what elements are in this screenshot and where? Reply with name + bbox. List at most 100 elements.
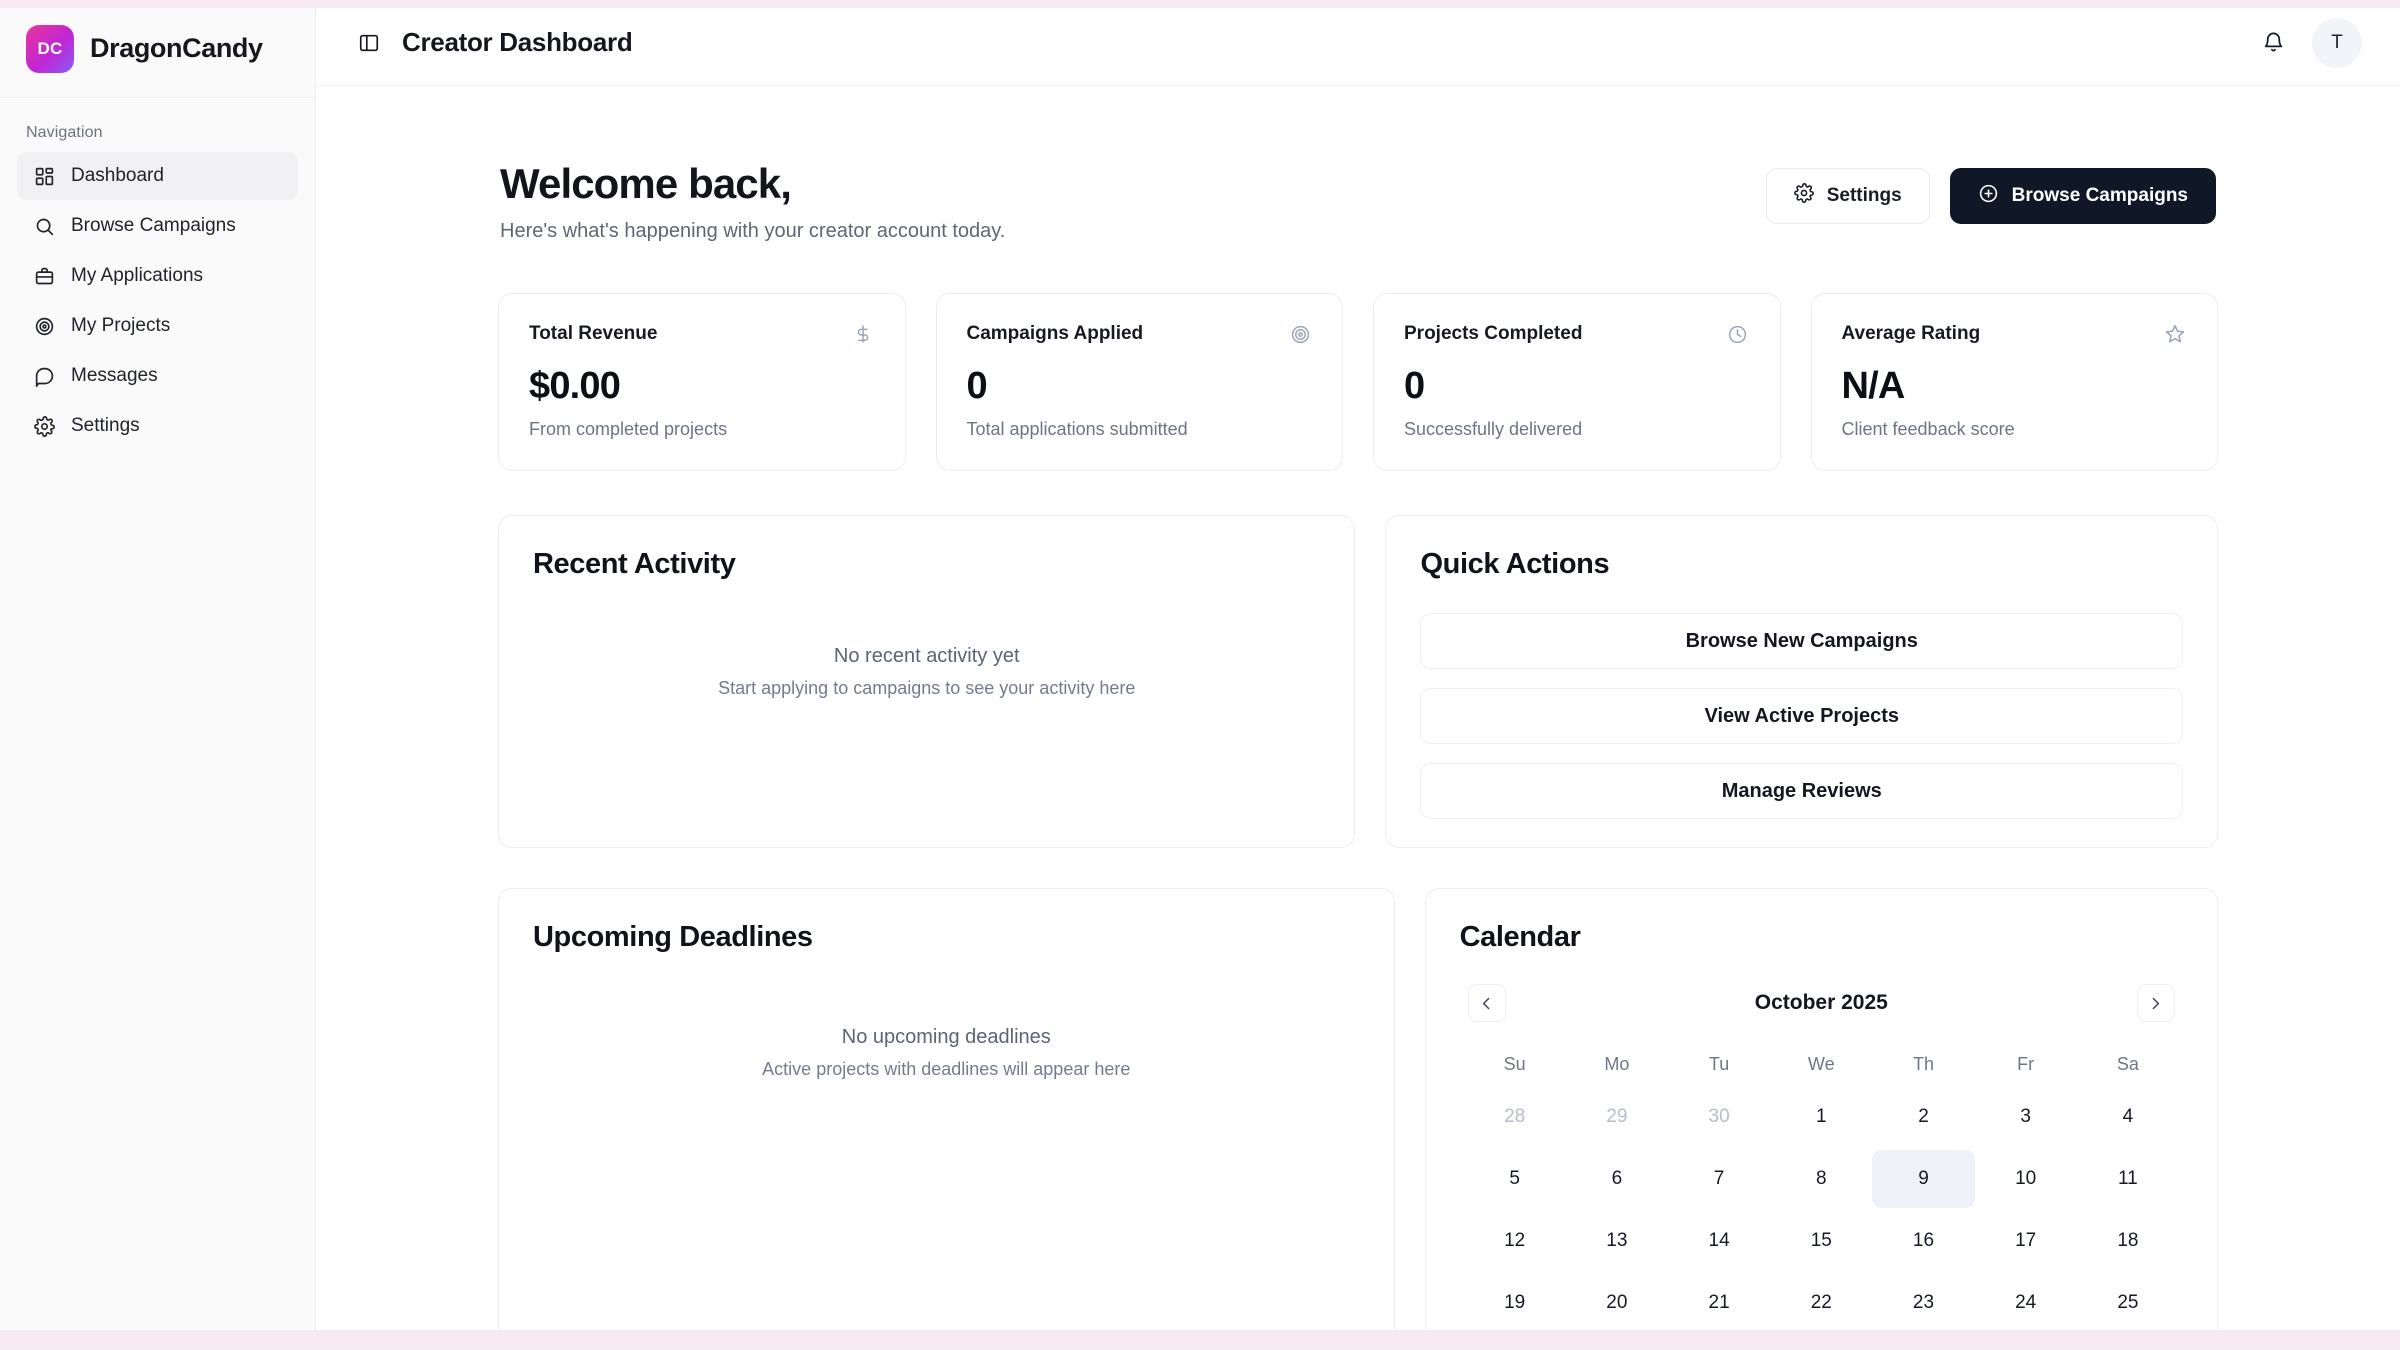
briefcase-icon (33, 265, 55, 287)
calendar-day[interactable]: 30 (1872, 1336, 1974, 1350)
calendar-day[interactable]: 22 (1810, 1292, 1832, 1314)
sidebar-item-my-projects[interactable]: My Projects (17, 302, 298, 350)
calendar-day[interactable]: 20 (1606, 1292, 1628, 1314)
calendar-day-today[interactable]: 9 (1872, 1150, 1975, 1209)
calendar-day[interactable]: 4 (2122, 1106, 2134, 1128)
nav-section-label: Navigation (26, 124, 103, 141)
settings-button[interactable]: Settings (1765, 168, 1930, 224)
stat-label: Projects Completed (1404, 323, 1583, 345)
calendar-day[interactable]: 15 (1810, 1230, 1832, 1252)
calendar-day[interactable]: 30 (1708, 1106, 1730, 1128)
chevron-left-icon[interactable] (1467, 984, 1506, 1023)
calendar-day[interactable]: 29 (1606, 1106, 1628, 1128)
calendar-day[interactable]: 16 (1912, 1230, 1935, 1252)
quick-actions-title: Quick Actions (1420, 548, 1610, 581)
calendar-day[interactable]: 14 (1708, 1230, 1730, 1252)
calendar-day[interactable]: 23 (1912, 1292, 1935, 1314)
sidebar-item-my-applications[interactable]: My Applications (17, 252, 298, 300)
mid-row: Recent Activity No recent activity yet S… (498, 515, 2218, 849)
welcome-subtitle: Here's what's happening with your creato… (500, 220, 1006, 243)
sidebar-item-browse-campaigns[interactable]: Browse Campaigns (17, 202, 298, 250)
calendar-nav: October 2025 (1464, 984, 2179, 1023)
quick-actions-list: Browse New Campaigns View Active Project… (1420, 613, 2183, 820)
quick-action-browse-new-campaigns[interactable]: Browse New Campaigns (1420, 613, 2183, 670)
calendar-day[interactable]: 29 (1770, 1336, 1872, 1350)
sidebar-item-label: Browse Campaigns (71, 215, 236, 236)
quick-action-view-active-projects[interactable]: View Active Projects (1420, 688, 2183, 745)
calendar-day[interactable]: 28 (1668, 1336, 1770, 1350)
calendar-dow-mo: Mo (1604, 1053, 1630, 1074)
sidebar-toggle-icon[interactable] (352, 26, 386, 60)
calendar-day[interactable]: 11 (2118, 1168, 2138, 1190)
welcome-actions: Settings Browse Campaigns (1765, 160, 2216, 224)
calendar-day[interactable]: 25 (2117, 1292, 2139, 1314)
bell-icon[interactable] (2256, 26, 2290, 60)
calendar-day[interactable]: 24 (2015, 1292, 2037, 1314)
calendar-dow-we: We (1807, 1053, 1835, 1074)
stat-card-total-revenue: Total Revenue $0.00 From completed proje… (498, 293, 906, 472)
brand[interactable]: DC DragonCandy (0, 0, 315, 98)
calendar-day[interactable]: 31 (1975, 1336, 2077, 1350)
sidebar-item-messages[interactable]: Messages (17, 352, 298, 400)
calendar-widget: October 2025 Su Mo Tu We Th Fr Sa 28 29 30 1 2 3 4 5 6 7… (1460, 984, 2183, 1350)
calendar-month-label: October 2025 (1754, 991, 1888, 1015)
calendar-day[interactable]: 8 (1815, 1168, 1827, 1190)
calendar-day[interactable]: 21 (1708, 1292, 1730, 1314)
stat-card-projects-completed: Projects Completed 0 Successfully delive… (1373, 293, 1781, 472)
calendar-day[interactable]: 2 (1918, 1106, 1929, 1128)
calendar-day[interactable]: 1 (1815, 1106, 1827, 1128)
page-scroll: Welcome back, Here's what's happening wi… (316, 86, 2400, 1350)
calendar-day[interactable]: 5 (1509, 1168, 1520, 1190)
target-icon (1288, 322, 1312, 346)
sidebar-item-settings[interactable]: Settings (17, 402, 298, 450)
calendar-day[interactable]: 18 (2117, 1230, 2139, 1252)
browse-campaigns-button[interactable]: Browse Campaigns (1949, 168, 2216, 224)
stat-hint: From completed projects (529, 419, 728, 440)
empty-title: No upcoming deadlines (841, 1026, 1051, 1049)
empty-subtitle: Active projects with deadlines will appe… (762, 1059, 1131, 1080)
calendar-dow-th: Th (1912, 1053, 1934, 1074)
grid-icon (33, 165, 55, 187)
target-icon (33, 315, 55, 337)
stat-value: 0 (966, 365, 988, 408)
settings-button-label: Settings (1826, 185, 1902, 206)
clock-icon (1726, 322, 1750, 346)
calendar-day[interactable]: 13 (1606, 1230, 1628, 1252)
stat-head: Total Revenue (529, 322, 875, 346)
calendar-day[interactable]: 17 (2015, 1230, 2037, 1252)
calendar-day[interactable]: 6 (1611, 1168, 1623, 1190)
dashboard-content: Welcome back, Here's what's happening wi… (498, 86, 2218, 1350)
calendar-day[interactable]: 10 (2015, 1168, 2037, 1190)
calendar-day[interactable]: 12 (1504, 1230, 1526, 1252)
calendar-day[interactable]: 26 (1464, 1336, 1566, 1350)
brand-name: DragonCandy (90, 33, 263, 63)
calendar-day[interactable]: 28 (1504, 1106, 1526, 1128)
calendar-dow-su: Su (1503, 1053, 1526, 1074)
sidebar-item-label: Dashboard (71, 165, 164, 186)
stat-head: Projects Completed (1404, 322, 1750, 346)
sidebar-item-label: Settings (71, 415, 140, 436)
calendar-dow-sa: Sa (2116, 1053, 2139, 1074)
calendar-dow-tu: Tu (1708, 1053, 1730, 1074)
stat-label: Total Revenue (529, 323, 658, 345)
stat-head: Campaigns Applied (967, 322, 1313, 346)
stat-card-campaigns-applied: Campaigns Applied 0 Total applications s… (935, 293, 1343, 472)
chat-icon (33, 365, 55, 387)
recent-activity-card: Recent Activity No recent activity yet S… (498, 515, 1356, 849)
quick-action-manage-reviews[interactable]: Manage Reviews (1420, 763, 2183, 820)
sidebar-item-dashboard[interactable]: Dashboard (17, 152, 298, 200)
upcoming-deadlines-card: Upcoming Deadlines No upcoming deadlines… (498, 888, 1395, 1350)
gear-icon (1793, 183, 1814, 209)
calendar-day[interactable]: 19 (1504, 1292, 1526, 1314)
search-icon (33, 215, 55, 237)
chevron-right-icon[interactable] (2136, 984, 2175, 1023)
calendar-dow-fr: Fr (2017, 1053, 2035, 1074)
upcoming-deadlines-title: Upcoming Deadlines (533, 921, 813, 954)
avatar[interactable]: T (2312, 17, 2362, 68)
plus-circle-icon (1978, 183, 1999, 210)
calendar-day[interactable]: 3 (2020, 1106, 2031, 1128)
calendar-day[interactable]: 7 (1713, 1168, 1725, 1190)
calendar-day[interactable]: 27 (1566, 1336, 1668, 1350)
calendar-day[interactable]: 1 (2077, 1336, 2179, 1350)
